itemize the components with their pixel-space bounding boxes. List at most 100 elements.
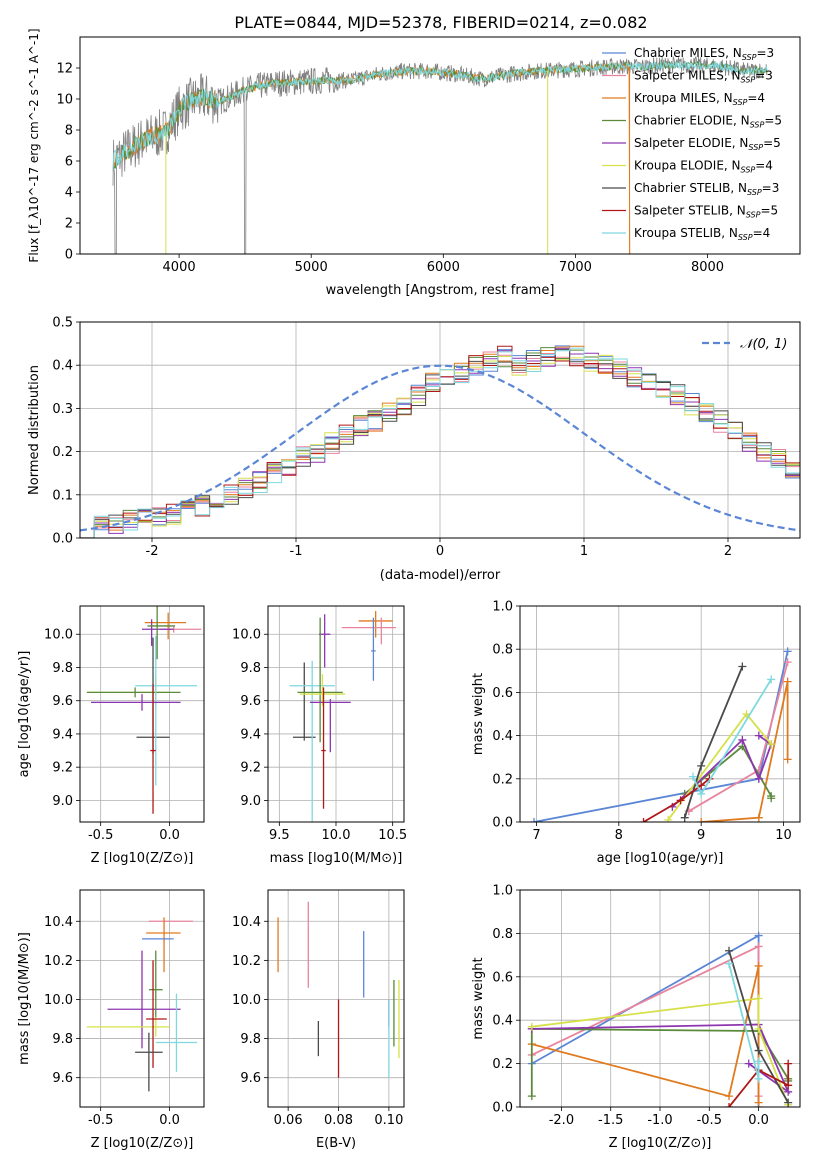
histogram-kroupa_elodie (80, 354, 800, 538)
weight-marker-chabrier_stelib (680, 813, 689, 822)
y-tick-label: 0.4 (52, 359, 73, 374)
histogram-x-axis-label: (data-model)/error (380, 568, 501, 583)
spectrum-y-axis-label: Flux [f_λ10^-17 erg cm^-2 s^-1 A^-1] (27, 28, 41, 262)
age_vs_mass-x-axis-label: mass [log10(M/M⊙)] (270, 851, 403, 866)
y-tick-label: 1.0 (492, 600, 513, 615)
histogram-salpeter_miles (80, 351, 800, 538)
weight-marker-salpeter_stelib (784, 1059, 793, 1068)
legend-entry-chabrier_elodie: Chabrier ELODIE, NSSP=5 (634, 114, 782, 130)
y-tick-label: 9.8 (240, 661, 261, 676)
y-tick-label: 9.6 (52, 694, 73, 709)
y-tick-label: 9.8 (52, 661, 73, 676)
histogram-kroupa_stelib (80, 347, 800, 538)
weight-marker-salpeter_elodie (744, 1059, 753, 1068)
y-tick-label: 9.6 (52, 1071, 73, 1086)
y-tick-label: 0.0 (52, 532, 73, 547)
x-tick-label: 10.0 (322, 828, 351, 843)
histogram-y-axis-label: Normed distribution (27, 365, 42, 495)
weight-line-kroupa_stelib (728, 963, 760, 1080)
y-tick-label: 9.6 (240, 1071, 261, 1086)
x-tick-label: 1 (580, 544, 588, 559)
y-tick-label: 9.2 (240, 761, 261, 776)
weight-marker-salpeter_stelib (725, 1103, 734, 1107)
weight-line-salpeter_elodie (531, 1023, 791, 1095)
gaussian-legend-label: 𝒩(0, 1) (740, 337, 787, 352)
weight-marker-chabrier_stelib (784, 1098, 793, 1107)
weight-line-chabrier_miles (533, 651, 789, 822)
weight_vs_age-x-axis-label: age [log10(age/yr)] (597, 851, 724, 866)
weight-marker-salpeter_miles (783, 658, 792, 667)
mass_vs_z-points (86, 917, 198, 1092)
x-tick-label: 0.08 (324, 1113, 353, 1128)
legend-entry-chabrier_stelib: Chabrier STELIB, NSSP=3 (634, 181, 779, 197)
y-tick-label: 0 (65, 248, 73, 263)
y-tick-label: 0.5 (52, 316, 73, 331)
weight-marker-kroupa_miles (725, 1092, 734, 1101)
weight-marker-kroupa_miles (783, 677, 792, 686)
weight-marker-chabrier_miles (530, 818, 538, 822)
legend-entry-chabrier_miles: Chabrier MILES, NSSP=3 (634, 46, 774, 62)
y-tick-label: 10.2 (44, 954, 73, 969)
weight-marker-chabrier_miles (783, 647, 792, 656)
axes-frame (519, 605, 801, 823)
weight-marker-kroupa_stelib (754, 1057, 763, 1066)
weight-marker-kroupa_miles (783, 755, 792, 764)
x-tick-label: 2 (724, 544, 732, 559)
age_vs_z-y-axis-label: age [log10(age/yr)] (17, 651, 32, 778)
weight-line-chabrier_miles (531, 934, 760, 1107)
y-tick-label: 0.2 (52, 445, 73, 460)
weight-marker-kroupa_elodie (527, 1022, 536, 1031)
legend-entry-kroupa_miles: Kroupa MILES, NSSP=4 (634, 91, 765, 107)
mass_vs_ebv-x-axis-label: E(B-V) (316, 1136, 356, 1151)
histogram-chabrier_elodie (80, 347, 800, 538)
weight-marker-kroupa_miles (754, 961, 763, 970)
x-tick-label: 0.06 (274, 1113, 303, 1128)
y-tick-label: 9.4 (52, 727, 73, 742)
weight-marker-salpeter_stelib (676, 796, 685, 805)
axes-frame (79, 605, 205, 823)
y-tick-label: 9.4 (240, 727, 261, 742)
y-tick-label: 0.0 (492, 1101, 513, 1116)
x-tick-label: -2 (146, 544, 159, 559)
y-tick-label: 10.0 (232, 628, 261, 643)
mass_vs_z-x-axis-label: Z [log10(Z/Z⊙)] (91, 1136, 194, 1151)
y-tick-label: 9.0 (240, 794, 261, 809)
y-tick-label: 10.4 (44, 915, 73, 930)
weight-marker-kroupa_elodie (767, 740, 776, 749)
legend-entry-kroupa_elodie: Kroupa ELODIE, NSSP=4 (634, 159, 773, 175)
weight-marker-chabrier_stelib (697, 761, 706, 770)
axes-frame (79, 36, 801, 255)
x-tick-label: 7 (532, 828, 540, 843)
histogram-kroupa_miles (80, 345, 800, 538)
age_vs_z-points (86, 606, 202, 814)
y-tick-label: 0.2 (492, 772, 513, 787)
weight-line-kroupa_elodie (531, 997, 790, 1106)
model-spectrum-kroupa_stelib (112, 60, 768, 171)
axes-frame (79, 889, 205, 1108)
weight-marker-salpeter_stelib (784, 1081, 793, 1090)
x-tick-label: -2.0 (549, 1113, 574, 1128)
axes-frame (267, 605, 405, 823)
age_vs_z-x-axis-label: Z [log10(Z/Z⊙)] (91, 851, 194, 866)
legend-entry-salpeter_miles: Salpeter MILES, NSSP=3 (634, 69, 773, 85)
mass_vs_ebv-points (277, 901, 400, 1078)
y-tick-label: 10 (56, 93, 73, 108)
y-tick-label: 8 (65, 124, 73, 139)
y-tick-label: 0.4 (492, 729, 513, 744)
y-tick-label: 0.3 (52, 402, 73, 417)
weight-line-salpeter_stelib (728, 1063, 790, 1107)
weight-marker-kroupa_stelib (767, 675, 776, 684)
y-tick-label: 0.6 (492, 686, 513, 701)
legend-entry-kroupa_stelib: Kroupa STELIB, NSSP=4 (634, 226, 770, 242)
x-tick-label: 9 (697, 828, 705, 843)
weight-marker-kroupa_stelib (725, 959, 734, 968)
weight-marker-kroupa_miles (754, 1098, 763, 1107)
weight-marker-kroupa_stelib (688, 772, 697, 781)
weight-marker-salpeter_elodie (754, 731, 763, 740)
x-tick-label: 8000 (691, 260, 724, 275)
y-tick-label: 0.4 (492, 1014, 513, 1029)
weight-marker-chabrier_miles (754, 931, 763, 940)
x-tick-label: 0.0 (748, 1113, 769, 1128)
spectrum-x-axis-label: wavelength [Angstrom, rest frame] (326, 283, 555, 298)
